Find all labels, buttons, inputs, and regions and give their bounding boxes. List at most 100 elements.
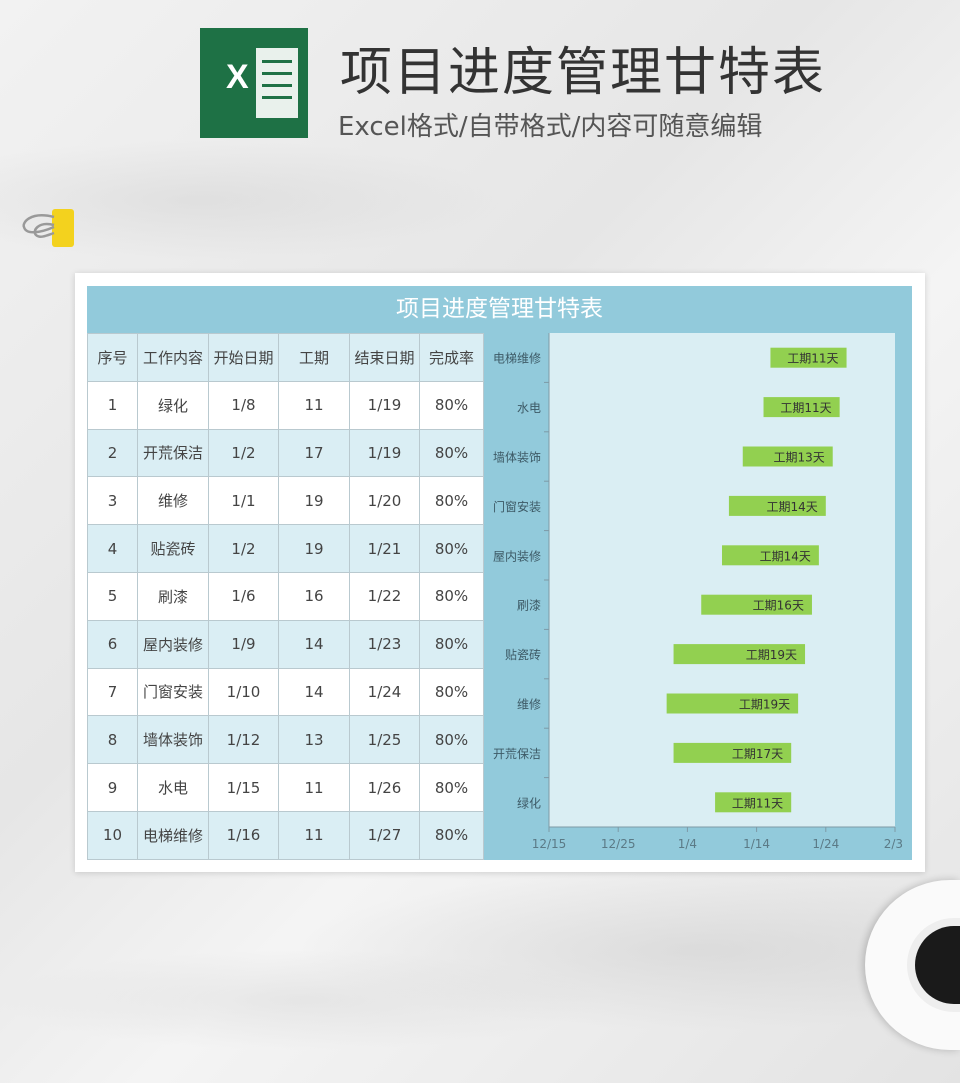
category-label: 电梯维修 [493,351,541,366]
column-header: 结束日期 [349,333,420,382]
table-cell[interactable]: 1/12 [208,715,279,765]
category-label: 开荒保洁 [493,747,541,761]
table-cell[interactable]: 10 [87,810,138,860]
table-cell[interactable]: 刷漆 [137,571,209,621]
table-cell[interactable]: 80% [419,667,484,717]
table-cell[interactable]: 11 [278,810,350,860]
table-cell[interactable]: 1/19 [349,380,420,430]
table-cell[interactable]: 维修 [137,476,209,526]
table-cell[interactable]: 墙体装饰 [137,715,209,765]
gantt-bar [763,397,840,418]
table-row: 5 刷漆 1/6 16 1/22 80% [87,571,484,621]
gantt-bar [715,792,792,813]
bar-data-label: 工期13天 [773,451,824,465]
table-cell[interactable]: 2 [87,428,138,478]
table-cell[interactable]: 水电 [137,763,209,812]
x-tick-label: 1/24 [812,837,839,851]
table-cell[interactable]: 80% [419,810,484,860]
x-tick-label: 1/14 [743,837,770,851]
table-cell[interactable]: 屋内装修 [137,619,209,669]
table-cell[interactable]: 19 [278,524,350,573]
table-cell[interactable]: 1/6 [208,571,279,621]
bar-data-label: 工期11天 [780,401,831,415]
table-row: 3 维修 1/1 19 1/20 80% [87,476,484,526]
x-tick-label: 12/25 [601,837,636,851]
table-cell[interactable]: 电梯维修 [137,810,209,860]
category-label: 贴瓷砖 [505,647,541,662]
table-cell[interactable]: 7 [87,667,138,717]
table-cell[interactable]: 80% [419,619,484,669]
table-cell[interactable]: 绿化 [137,380,209,430]
column-header: 序号 [87,333,138,382]
table-cell[interactable]: 1/15 [208,763,279,812]
table-cell[interactable]: 80% [419,524,484,573]
table-cell[interactable]: 1/1 [208,476,279,526]
gantt-bar [742,446,833,467]
table-cell[interactable]: 80% [419,428,484,478]
bar-data-label: 工期17天 [732,747,783,761]
table-cell[interactable]: 门窗安装 [137,667,209,717]
table-cell[interactable]: 80% [419,763,484,812]
table-cell[interactable]: 5 [87,571,138,621]
table-header-row: 序号 工作内容 开始日期 工期 结束日期 完成率 [87,333,484,382]
table-cell[interactable]: 1/2 [208,524,279,573]
category-label: 水电 [517,401,541,415]
bar-data-label: 工期11天 [787,352,838,366]
table-cell[interactable]: 1/25 [349,715,420,765]
table-cell[interactable]: 1 [87,380,138,430]
table-row: 4 贴瓷砖 1/2 19 1/21 80% [87,524,484,573]
table-cell[interactable]: 13 [278,715,350,765]
gantt-bar [722,545,819,566]
binder-clip-icon [22,209,74,247]
table-cell[interactable]: 80% [419,380,484,430]
table-cell[interactable]: 11 [278,380,350,430]
table-cell[interactable]: 80% [419,476,484,526]
table-cell[interactable]: 1/20 [349,476,420,526]
x-tick-label: 12/15 [532,837,567,851]
logo-letter: X [226,58,249,96]
table-cell[interactable]: 3 [87,476,138,526]
table-row: 1 绿化 1/8 11 1/19 80% [87,380,484,430]
table-cell[interactable]: 8 [87,715,138,765]
table-cell[interactable]: 14 [278,667,350,717]
bar-data-label: 工期14天 [760,549,811,563]
table-cell[interactable]: 1/22 [349,571,420,621]
gantt-bar [770,347,847,368]
table-cell[interactable]: 1/21 [349,524,420,573]
table-cell[interactable]: 1/16 [208,810,279,860]
table-cell[interactable]: 1/24 [349,667,420,717]
category-label: 绿化 [517,795,541,810]
gantt-bar [728,495,826,516]
table-cell[interactable]: 11 [278,763,350,812]
table-cell[interactable]: 贴瓷砖 [137,524,209,573]
table-cell[interactable]: 4 [87,524,138,573]
table-cell[interactable]: 80% [419,715,484,765]
bar-data-label: 工期19天 [739,698,790,712]
table-cell[interactable]: 19 [278,476,350,526]
table-cell[interactable]: 开荒保洁 [137,428,209,478]
table-cell[interactable]: 1/26 [349,763,420,812]
table-cell[interactable]: 1/19 [349,428,420,478]
page-title: 项目进度管理甘特表 [340,43,827,103]
table-cell[interactable]: 1/23 [349,619,420,669]
bar-data-label: 工期11天 [732,796,783,810]
table-cell[interactable]: 14 [278,619,350,669]
category-label: 门窗安装 [493,499,541,514]
table-cell[interactable]: 80% [419,571,484,621]
table-cell[interactable]: 1/9 [208,619,279,669]
category-label: 屋内装修 [493,548,541,563]
table-row: 10 电梯维修 1/16 11 1/27 80% [87,810,484,860]
table-cell[interactable]: 1/27 [349,810,420,860]
x-tick-label: 2/3 [884,837,903,851]
table-cell[interactable]: 1/2 [208,428,279,478]
table-cell[interactable]: 1/10 [208,667,279,717]
table-cell[interactable]: 17 [278,428,350,478]
table-cell[interactable]: 6 [87,619,138,669]
table-cell[interactable]: 16 [278,571,350,621]
column-header: 完成率 [419,333,484,382]
table-cell[interactable]: 9 [87,763,138,812]
table-cell[interactable]: 1/8 [208,380,279,430]
bar-data-label: 工期14天 [767,500,818,514]
page-subtitle: Excel格式/自带格式/内容可随意编辑 [338,112,763,142]
